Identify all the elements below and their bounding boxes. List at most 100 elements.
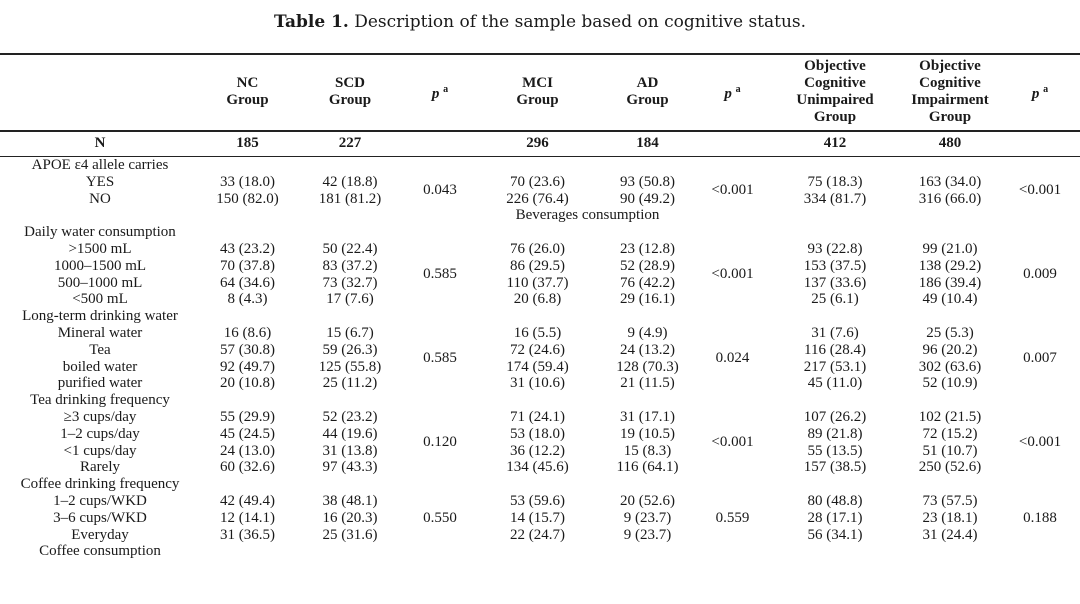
- water-ad-cell: 52 (28.9): [620, 257, 675, 274]
- tea-nc-cell: 45 (24.5): [220, 425, 275, 442]
- header-nc: NC Group: [226, 75, 269, 108]
- water-nc-cell: 8 (4.3): [227, 291, 268, 308]
- apoe-scd-cell: 42 (18.8): [322, 173, 378, 190]
- water-title: Daily water consumption: [24, 224, 176, 241]
- longterm-ad-cell: 128 (70.3): [616, 358, 679, 375]
- coffee-label-cell: Everyday: [71, 526, 129, 543]
- table-row: Tea 57 (30.8) 59 (26.3) 72 (24.6) 24 (13.2) 1…: [0, 342, 1080, 359]
- table-row: NO 150 (82.0) 181 (81.2) 226 (76.4) 90 (49.2…: [0, 191, 1080, 208]
- apoe-oci-cell: 316 (66.0): [918, 190, 982, 207]
- header-p1: p a: [431, 83, 449, 102]
- longterm-nc-cell: 57 (30.8): [220, 341, 275, 358]
- header-empty: [0, 54, 200, 130]
- table-row: purified water 20 (10.8) 25 (11.2) 31 (10.6…: [0, 375, 1080, 392]
- n-row-rule: [0, 156, 1080, 157]
- tea-mci-cell: 53 (18.0): [510, 425, 565, 442]
- header-ocu: Objective Cognitive Unimpaired Group: [796, 58, 874, 125]
- longterm-mci-cell: 16 (5.5): [513, 324, 562, 341]
- coffee-ocu-cell: 56 (34.1): [807, 526, 863, 543]
- apoe-p2-value: <0.001: [711, 182, 754, 199]
- tea-nc-cell: 55 (29.9): [220, 408, 275, 425]
- longterm-p1-value: 0.585: [423, 350, 457, 367]
- longterm-label-cell: boiled water: [62, 358, 138, 375]
- longterm-oci-cell: 25 (5.3): [926, 324, 974, 341]
- table-row: <500 mL 8 (4.3) 17 (7.6) 20 (6.8) 29 (16.1) 2…: [0, 291, 1080, 308]
- tea-mci-cell: 71 (24.1): [510, 408, 565, 425]
- water-label-cell: >1500 mL: [68, 240, 132, 257]
- coffee-label-cell: 1–2 cups/WKD: [53, 492, 147, 509]
- table-row: 1–2 cups/WKD 42 (49.4) 38 (48.1) 0.550 53 (5…: [0, 492, 1080, 526]
- longterm-oci-cell: 96 (20.2): [922, 341, 978, 358]
- water-scd-cell: 50 (22.4): [322, 240, 378, 257]
- tea-title-row: Tea drinking frequency: [0, 392, 1080, 409]
- tea-scd-cell: 44 (19.6): [322, 425, 378, 442]
- longterm-ocu-cell: 217 (53.1): [803, 358, 867, 375]
- coffee-scd-cell: 38 (48.1): [322, 492, 378, 509]
- water-mci-cell: 76 (26.0): [510, 240, 565, 257]
- coffee-p1-value: 0.550: [423, 509, 457, 526]
- apoe-ad-cell: 90 (49.2): [620, 190, 675, 207]
- table-caption-text: Description of the sample based on cogni…: [354, 12, 807, 32]
- coffee-nc-cell: 12 (14.1): [220, 509, 275, 526]
- coffee-nc-cell: 42 (49.4): [220, 492, 275, 509]
- table-row: 1–2 cups/day 45 (24.5) 44 (19.6) 53 (18.0) 1…: [0, 426, 1080, 443]
- coffee-p2-value: 0.559: [715, 509, 750, 526]
- water-mci-cell: 20 (6.8): [513, 291, 562, 308]
- water-scd-cell: 17 (7.6): [326, 291, 374, 308]
- longterm-label-cell: Mineral water: [57, 324, 143, 341]
- apoe-nc-cell: 33 (18.0): [220, 173, 275, 190]
- table-row: Everyday 31 (36.5) 25 (31.6) 22 (24.7) 9 (23…: [0, 527, 1080, 544]
- coffee-oci-cell: 23 (18.1): [922, 509, 978, 526]
- tea-ocu-cell: 157 (38.5): [803, 459, 867, 476]
- n-scd: 227: [338, 135, 362, 152]
- beverages-section-row: Beverages consumption: [0, 207, 1080, 224]
- tea-ocu-cell: 107 (26.2): [803, 408, 867, 425]
- longterm-nc-cell: 92 (49.7): [220, 358, 275, 375]
- longterm-nc-cell: 16 (8.6): [223, 324, 272, 341]
- longterm-scd-cell: 125 (55.8): [318, 358, 382, 375]
- table-row: YES 33 (18.0) 42 (18.8) 0.043 70 (23.6) 93 (5…: [0, 173, 1080, 198]
- table-caption: Table 1. Description of the sample based…: [0, 12, 1080, 32]
- water-ocu-cell: 153 (37.5): [803, 257, 867, 274]
- longterm-ad-cell: 24 (13.2): [620, 341, 675, 358]
- coffee-ocu-cell: 80 (48.8): [807, 492, 863, 509]
- tea-title: Tea drinking frequency: [30, 392, 170, 409]
- water-scd-cell: 73 (32.7): [322, 274, 378, 291]
- water-title-row: Daily water consumption: [0, 224, 1080, 241]
- coffee-ad-cell: 9 (23.7): [623, 509, 672, 526]
- n-ad: 184: [636, 135, 659, 152]
- header-rule: [0, 130, 1080, 132]
- table-row: Mineral water 16 (8.6) 15 (6.7) 0.585 16 (5.…: [0, 324, 1080, 366]
- water-ocu-cell: 93 (22.8): [807, 240, 863, 257]
- coffee-ocu-cell: 28 (17.1): [807, 509, 863, 526]
- water-nc-cell: 70 (37.8): [220, 257, 275, 274]
- longterm-scd-cell: 25 (11.2): [322, 375, 378, 392]
- coffee-scd-cell: 16 (20.3): [322, 509, 378, 526]
- table-row: <1 cups/day 24 (13.0) 31 (13.8) 36 (12.2) 15…: [0, 443, 1080, 460]
- header-row: NC Group SCD Group p a MCI Group AD Group p …: [0, 54, 1080, 130]
- table-row: 3–6 cups/WKD 12 (14.1) 16 (20.3) 14 (15.7) 9…: [0, 510, 1080, 527]
- tea-mci-cell: 134 (45.6): [506, 459, 569, 476]
- tea-ad-cell: 116 (64.1): [616, 459, 679, 476]
- longterm-p3-value: 0.007: [1023, 350, 1057, 367]
- table-row: 500–1000 mL 64 (34.6) 73 (32.7) 110 (37.7) 7…: [0, 275, 1080, 292]
- tea-ad-cell: 19 (10.5): [620, 425, 675, 442]
- tea-scd-cell: 31 (13.8): [322, 442, 378, 459]
- water-ad-cell: 29 (16.1): [620, 291, 675, 308]
- longterm-scd-cell: 59 (26.3): [322, 341, 378, 358]
- tea-label-cell: 1–2 cups/day: [60, 425, 140, 442]
- water-oci-cell: 49 (10.4): [922, 291, 978, 308]
- table-row: boiled water 92 (49.7) 125 (55.8) 174 (59.4…: [0, 359, 1080, 376]
- water-oci-cell: 138 (29.2): [918, 257, 982, 274]
- longterm-ad-cell: 9 (4.9): [627, 324, 668, 341]
- header-scd: SCD Group: [328, 75, 372, 108]
- coffee-p3-value: 0.188: [1023, 509, 1057, 526]
- tea-ocu-cell: 89 (21.8): [807, 425, 863, 442]
- apoe-label-cell: YES: [85, 173, 115, 190]
- tea-nc-cell: 60 (32.6): [220, 459, 275, 476]
- coffee-consumption-title-row: Coffee consumption: [0, 543, 1080, 560]
- tea-oci-cell: 250 (52.6): [918, 459, 982, 476]
- header-oci: Objective Cognitive Impairment Group: [911, 58, 989, 125]
- water-p1-value: 0.585: [423, 266, 457, 283]
- top-rule: [0, 53, 1080, 55]
